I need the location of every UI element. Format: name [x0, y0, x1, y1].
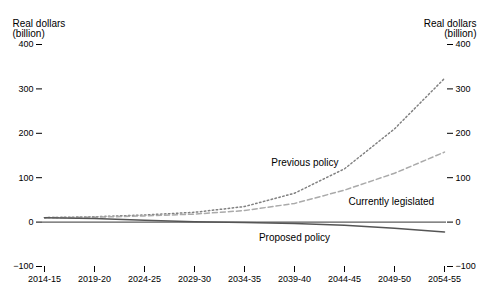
svg-text:Real dollars(billion): Real dollars(billion): [424, 18, 477, 39]
svg-text:0: 0: [28, 217, 33, 227]
svg-text:100: 100: [18, 173, 33, 183]
svg-text:Currently legislated: Currently legislated: [349, 196, 435, 207]
svg-text:300: 300: [18, 84, 33, 94]
svg-text:2039-40: 2039-40: [278, 274, 311, 284]
svg-text:Proposed policy: Proposed policy: [259, 232, 330, 243]
svg-text:−100: −100: [456, 261, 476, 271]
svg-text:2029-30: 2029-30: [178, 274, 211, 284]
svg-text:2024-25: 2024-25: [128, 274, 161, 284]
svg-text:100: 100: [456, 173, 471, 183]
svg-text:2019-20: 2019-20: [78, 274, 111, 284]
svg-text:2044-45: 2044-45: [328, 274, 361, 284]
svg-text:2054-55: 2054-55: [428, 274, 461, 284]
svg-text:Previous policy: Previous policy: [271, 157, 338, 168]
svg-text:300: 300: [456, 84, 471, 94]
svg-text:0: 0: [456, 217, 461, 227]
svg-text:Real dollars(billion): Real dollars(billion): [13, 18, 66, 39]
svg-text:−100: −100: [13, 261, 33, 271]
svg-text:200: 200: [18, 128, 33, 138]
svg-text:400: 400: [18, 39, 33, 49]
svg-text:200: 200: [456, 128, 471, 138]
svg-text:2049-50: 2049-50: [378, 274, 411, 284]
svg-text:400: 400: [456, 39, 471, 49]
svg-text:2014-15: 2014-15: [28, 274, 61, 284]
svg-text:2034-35: 2034-35: [228, 274, 261, 284]
